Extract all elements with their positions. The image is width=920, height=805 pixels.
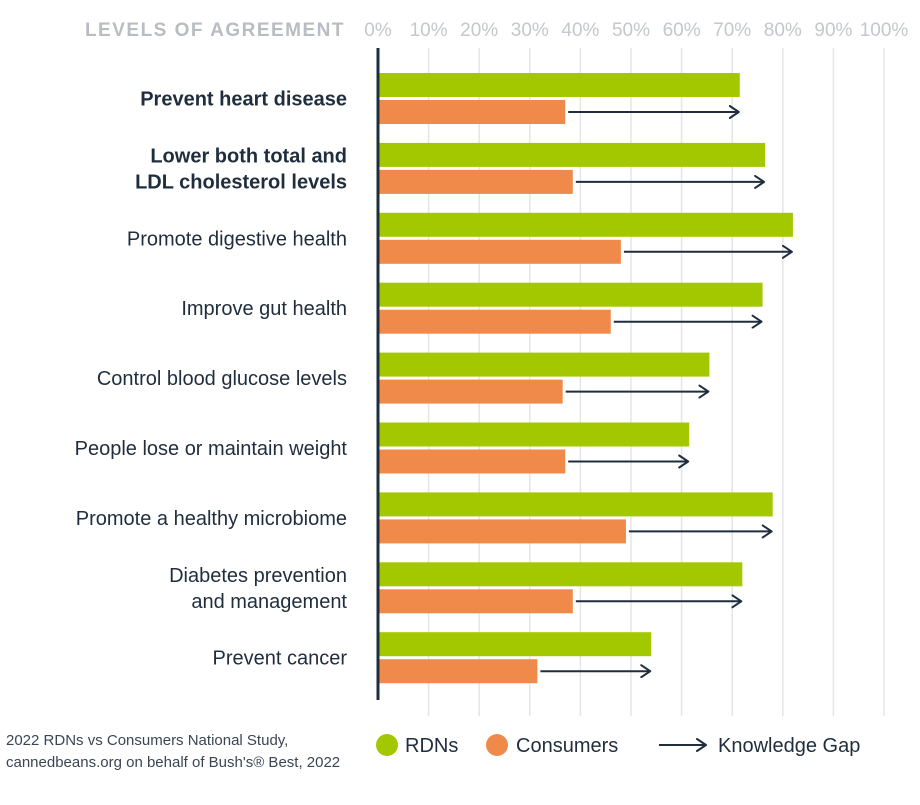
bar-consumers xyxy=(378,449,566,474)
source-line-1: 2022 RDNs vs Consumers National Study, xyxy=(6,732,288,749)
bar-consumers xyxy=(378,100,566,124)
x-tick-label: 10% xyxy=(410,20,448,41)
legend-consumers-swatch xyxy=(486,734,508,756)
category-label: Prevent heart disease xyxy=(140,89,347,111)
axis-title: LEVELS OF AGREEMENT xyxy=(85,20,345,41)
bar-consumers xyxy=(378,239,621,264)
bar-rdns xyxy=(378,632,652,657)
x-tick-label: 0% xyxy=(364,20,392,41)
category-labels: Prevent heart disease Lower both total an… xyxy=(75,89,348,670)
bar-consumers xyxy=(378,309,611,334)
bar-rdns xyxy=(378,73,740,97)
x-tick-label: 30% xyxy=(511,20,549,41)
bar-consumers xyxy=(378,519,626,544)
legend-gap-label: Knowledge Gap xyxy=(718,735,860,757)
category-label: Promote a healthy microbiome xyxy=(76,508,347,530)
bar-rdns xyxy=(378,142,766,167)
x-tick-label: 60% xyxy=(663,20,701,41)
bar-rdns xyxy=(378,212,793,237)
x-tick-label: 20% xyxy=(460,20,498,41)
category-label: People lose or maintain weight xyxy=(75,438,348,460)
legend-rdns-label: RDNs xyxy=(405,735,458,757)
bar-consumers xyxy=(378,589,573,614)
x-tick-label: 100% xyxy=(860,20,909,41)
bar-consumers xyxy=(378,659,538,684)
category-label: Prevent cancer xyxy=(212,648,347,670)
category-label: Improve gut health xyxy=(181,298,347,320)
x-tick-label: 50% xyxy=(612,20,650,41)
source-note: 2022 RDNs vs Consumers National Study, c… xyxy=(6,732,340,771)
legend-rdns-swatch xyxy=(376,734,398,756)
legend: RDNs Consumers Knowledge Gap xyxy=(376,734,860,757)
bar-consumers xyxy=(378,169,573,194)
category-label: Lower both total and LDL cholesterol leve… xyxy=(135,145,347,193)
bar-rdns xyxy=(378,492,773,517)
source-line-2: cannedbeans.org on behalf of Bush's® Bes… xyxy=(6,754,340,771)
bar-rdns xyxy=(378,282,763,307)
x-tick-label: 70% xyxy=(713,20,751,41)
bar-rdns xyxy=(378,562,743,587)
bar-rdns xyxy=(378,422,690,447)
category-label: Control blood glucose levels xyxy=(97,368,347,390)
bars xyxy=(378,73,793,684)
legend-consumers-label: Consumers xyxy=(516,735,618,757)
x-tick-label: 80% xyxy=(764,20,802,41)
bar-rdns xyxy=(378,352,710,377)
x-tick-label: 90% xyxy=(814,20,852,41)
knowledge-gap-arrows xyxy=(540,105,793,679)
x-axis-ticks: 0% 10% 20% 30% 40% 50% 60% 70% 80% 90% 100% xyxy=(364,20,908,41)
bar-consumers xyxy=(378,379,563,404)
x-tick-label: 40% xyxy=(561,20,599,41)
category-label: Diabetes prevention and management xyxy=(169,565,347,613)
category-label: Promote digestive health xyxy=(127,228,347,250)
